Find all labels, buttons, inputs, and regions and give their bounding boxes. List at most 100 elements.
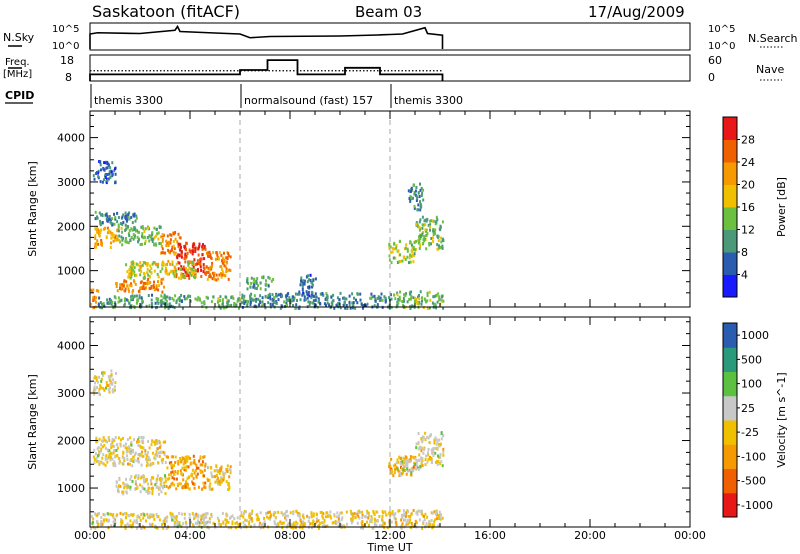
data-cell <box>406 467 409 471</box>
data-cell <box>175 487 178 491</box>
data-cell <box>161 261 164 265</box>
data-cell <box>181 466 184 470</box>
data-cell <box>273 521 276 525</box>
data-cell <box>142 446 145 450</box>
data-cell <box>186 526 189 530</box>
data-cell <box>421 457 424 460</box>
data-cell <box>139 483 142 487</box>
data-cell <box>154 483 157 487</box>
data-cell <box>168 476 171 480</box>
data-cell <box>219 299 222 303</box>
data-cell <box>173 252 176 256</box>
data-cell <box>410 304 413 308</box>
data-cell <box>415 459 418 462</box>
data-cell <box>149 287 152 290</box>
data-cell <box>218 251 221 255</box>
data-cell <box>170 249 173 253</box>
data-cell <box>122 282 125 286</box>
data-cell <box>153 456 156 460</box>
data-cell <box>98 375 101 379</box>
data-cell <box>161 477 164 481</box>
data-cell <box>394 517 397 521</box>
data-cell <box>198 243 201 247</box>
freq-series-line <box>89 59 444 81</box>
data-cell <box>159 270 162 273</box>
data-cell <box>177 242 180 246</box>
colorbar-swatch <box>723 468 737 494</box>
data-cell <box>168 297 171 301</box>
data-cell <box>421 232 424 236</box>
data-cell <box>201 521 204 525</box>
data-cell <box>390 457 393 461</box>
data-cell <box>102 302 105 306</box>
y-axis-label-0: Slant Range [km] <box>26 161 39 257</box>
data-cell <box>145 490 148 493</box>
data-cell <box>262 276 265 280</box>
data-cell <box>167 248 170 252</box>
data-cell <box>106 512 109 516</box>
data-cell <box>183 297 186 301</box>
data-cell <box>230 296 233 300</box>
data-cell <box>431 301 434 305</box>
data-cell <box>222 475 225 479</box>
data-cell <box>116 211 119 215</box>
data-cell <box>110 221 113 225</box>
data-cell <box>392 256 395 260</box>
data-cell <box>173 464 175 468</box>
data-cell <box>312 301 315 305</box>
data-cell <box>410 249 413 253</box>
data-cell <box>92 517 95 521</box>
data-cell <box>165 263 168 266</box>
data-cell <box>267 516 270 520</box>
data-cell <box>258 524 261 528</box>
data-cell <box>135 214 138 218</box>
data-cell <box>419 188 422 192</box>
data-cell <box>192 454 195 458</box>
data-cell <box>93 385 96 389</box>
data-cell <box>170 461 173 465</box>
data-cell <box>326 294 329 298</box>
data-cell <box>98 211 101 215</box>
data-cell <box>208 255 211 258</box>
data-cell <box>147 294 150 297</box>
data-cell <box>154 453 157 457</box>
freq-unit: [MHz] <box>3 69 32 80</box>
data-cell <box>279 520 282 524</box>
data-cell <box>156 265 159 269</box>
data-cell <box>106 231 109 235</box>
data-cell <box>172 269 175 273</box>
colorbar-tick-label-3: 25 <box>741 402 755 415</box>
data-cell <box>138 268 141 272</box>
data-cell <box>356 292 359 296</box>
data-cell <box>148 304 151 308</box>
data-cell <box>173 265 176 269</box>
data-cell <box>120 226 123 230</box>
data-cell <box>191 245 194 249</box>
data-cell <box>141 446 144 450</box>
data-cell <box>139 261 142 265</box>
data-cell <box>100 443 102 447</box>
data-cell <box>423 448 426 452</box>
data-cell <box>268 292 271 296</box>
data-cell <box>302 282 305 286</box>
data-cell <box>121 283 124 287</box>
nave-tick-top: 60 <box>708 54 722 67</box>
data-cell <box>356 513 359 516</box>
data-cell <box>97 289 100 293</box>
data-cell <box>389 471 392 475</box>
data-cell <box>350 518 353 522</box>
data-cell <box>186 482 188 486</box>
data-cell <box>307 300 310 304</box>
data-cell <box>104 226 107 230</box>
data-cell <box>220 468 223 472</box>
data-cell <box>415 239 417 243</box>
data-cell <box>130 269 133 273</box>
data-cell <box>103 161 106 165</box>
data-cell <box>134 229 137 233</box>
data-cell <box>260 523 263 527</box>
data-cell <box>189 456 192 460</box>
data-cell <box>409 260 412 264</box>
data-cell <box>184 270 187 274</box>
data-cell <box>145 262 148 266</box>
data-cell <box>329 510 332 514</box>
